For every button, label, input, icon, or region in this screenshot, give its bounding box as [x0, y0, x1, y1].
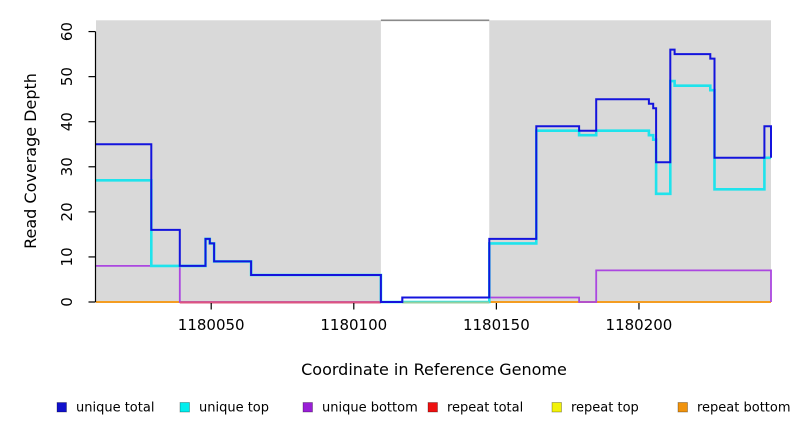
y-tick-label: 50: [58, 67, 76, 86]
x-tick-label: 1180100: [320, 316, 387, 334]
series-unique-total: [96, 48, 772, 303]
legend-swatch: [179, 402, 190, 413]
covered-region: [489, 20, 771, 304]
y-tick-label: 40: [58, 112, 76, 131]
plot-background: [96, 19, 771, 304]
x-tick-label: 1180150: [463, 316, 530, 334]
legend-swatch: [302, 402, 313, 413]
y-axis: 0 10 20 30 40 50 60: [58, 22, 97, 307]
legend-label: repeat total: [447, 401, 523, 416]
legend-label: repeat top: [571, 401, 639, 416]
legend-item-repeat-bottom: repeat bottom: [677, 401, 791, 416]
covered-region: [96, 20, 381, 304]
legend-swatch: [551, 402, 562, 413]
legend-item-unique-total: unique total: [56, 401, 154, 416]
legend-item-unique-top: unique top: [179, 401, 269, 416]
legend-item-repeat-top: repeat top: [551, 401, 639, 416]
y-tick-label: 0: [58, 297, 76, 307]
y-tick-label: 30: [58, 157, 76, 176]
legend-label: unique bottom: [322, 401, 418, 416]
x-tick-label: 1180200: [606, 316, 673, 334]
legend-label: unique top: [199, 401, 269, 416]
legend-swatch: [677, 402, 688, 413]
legend-label: unique total: [76, 401, 154, 416]
legend-swatch: [56, 402, 67, 413]
y-axis-title: Read Coverage Depth: [21, 73, 40, 249]
x-axis: 1180050 1180100 1180150 1180200: [178, 303, 673, 334]
y-tick-label: 20: [58, 202, 76, 221]
legend: unique total unique top unique bottom repea…: [56, 401, 791, 416]
legend-label: repeat bottom: [697, 401, 791, 416]
legend-swatch: [427, 402, 438, 413]
legend-item-unique-bottom: unique bottom: [302, 401, 418, 416]
x-axis-title: Coordinate in Reference Genome: [301, 360, 567, 379]
y-tick-label: 10: [58, 247, 76, 266]
x-tick-label: 1180050: [178, 316, 245, 334]
series-unique-bottom: [96, 265, 772, 303]
series-lines: [96, 48, 772, 304]
legend-item-repeat-total: repeat total: [427, 401, 523, 416]
y-tick-label: 60: [58, 22, 76, 41]
